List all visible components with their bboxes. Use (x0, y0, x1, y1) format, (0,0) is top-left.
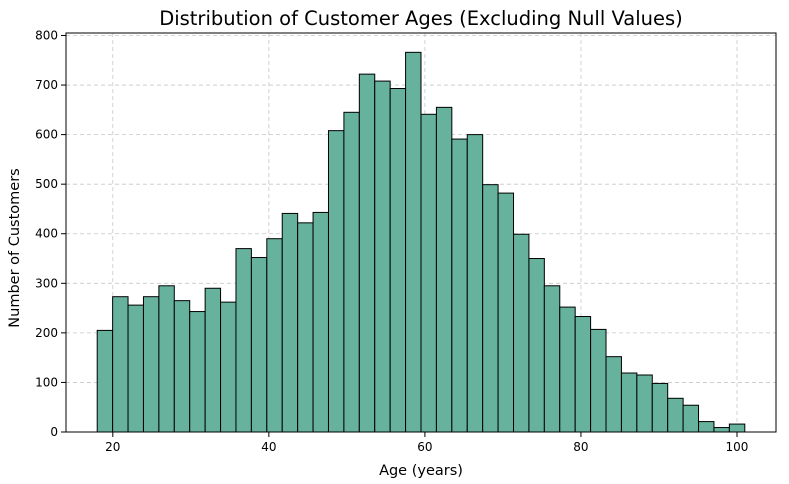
bar-7 (204, 287, 222, 433)
y-tick-label-300: 300 (35, 276, 58, 290)
bar-6 (189, 311, 206, 433)
bar-37 (667, 397, 684, 433)
bar-38 (682, 404, 700, 433)
bar-41 (728, 423, 746, 433)
bar-11 (266, 238, 283, 433)
bar-34 (620, 372, 638, 433)
bar-39 (698, 421, 715, 433)
x-tick-label-60: 60 (417, 440, 432, 454)
bar-36 (651, 382, 669, 433)
bar-27 (513, 233, 530, 433)
bar-8 (220, 301, 237, 433)
x-tick-label-100: 100 (726, 440, 749, 454)
bar-0 (96, 329, 114, 433)
bar-14 (312, 211, 329, 433)
x-tick-label-20: 20 (105, 440, 120, 454)
bar-35 (636, 374, 653, 433)
y-tick-label-800: 800 (35, 28, 58, 42)
bar-19 (389, 88, 407, 433)
bar-20 (405, 51, 422, 433)
bar-21 (420, 113, 437, 433)
bar-4 (158, 285, 175, 433)
bar-9 (235, 248, 252, 433)
bar-3 (142, 296, 160, 433)
bars (96, 51, 746, 433)
bar-5 (173, 300, 191, 433)
x-tick-label-40: 40 (261, 440, 276, 454)
y-tick-label-400: 400 (35, 227, 58, 241)
bar-25 (482, 184, 499, 433)
plot-frame (65, 32, 777, 433)
x-axis-label: Age (years) (379, 463, 463, 479)
bar-17 (358, 73, 376, 433)
bar-12 (281, 212, 299, 433)
y-axis-label: Number of Customers (7, 168, 23, 327)
bar-32 (590, 328, 607, 433)
bar-23 (451, 138, 468, 433)
bar-26 (497, 192, 515, 433)
bar-40 (713, 427, 730, 433)
bar-18 (374, 80, 391, 433)
axes: 20 40 60 80 100 0 100 200 300 400 500 600 700 800 (35, 28, 777, 454)
bar-2 (127, 304, 144, 433)
y-tick-label-200: 200 (35, 326, 58, 340)
bar-16 (343, 111, 360, 433)
bar-1 (112, 296, 129, 433)
bar-33 (605, 356, 622, 433)
bar-22 (435, 106, 453, 433)
bar-29 (543, 285, 561, 433)
bar-31 (574, 316, 592, 433)
y-tick-label-600: 600 (35, 128, 58, 142)
y-tick-label-0: 0 (50, 425, 58, 439)
y-tick-label-700: 700 (35, 78, 58, 92)
bar-28 (528, 258, 545, 433)
y-tick-label-100: 100 (35, 375, 58, 389)
x-tick-label-80: 80 (573, 440, 588, 454)
bar-24 (466, 134, 484, 433)
bar-15 (327, 130, 345, 433)
y-tick-label-500: 500 (35, 177, 58, 191)
chart-title: Distribution of Customer Ages (Excluding… (159, 7, 683, 30)
bar-10 (250, 257, 268, 433)
bar-13 (297, 222, 314, 433)
bar-30 (559, 306, 576, 433)
